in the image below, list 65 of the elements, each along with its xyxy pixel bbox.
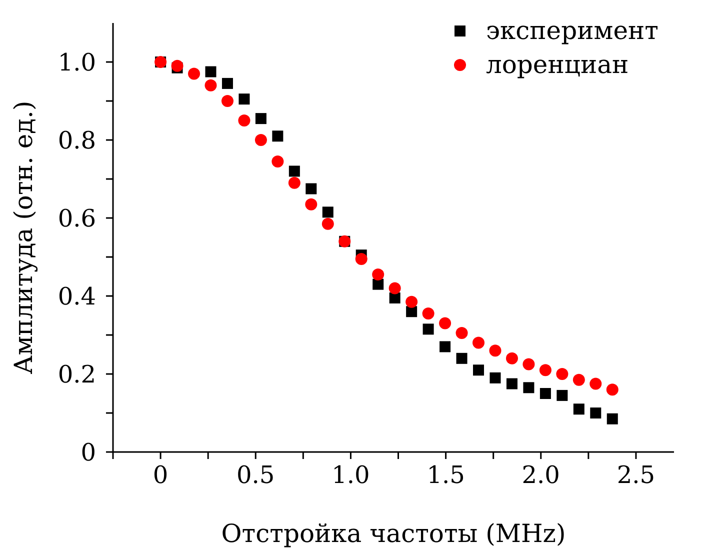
point <box>221 95 234 107</box>
point <box>406 296 418 308</box>
point <box>288 176 300 189</box>
y-tick-label: 1.0 <box>58 48 96 76</box>
point <box>255 113 266 124</box>
point <box>188 68 200 80</box>
x-axis-title: Отстройка частоты (MHz) <box>221 519 566 548</box>
legend-label: лоренциан <box>486 50 629 79</box>
y-tick-label: 0.6 <box>58 204 96 232</box>
point <box>523 382 534 394</box>
point <box>355 252 368 265</box>
point <box>506 378 518 390</box>
point <box>238 114 250 126</box>
y-tick-label: 0.4 <box>58 282 96 310</box>
legend-label: эксперимент <box>486 16 658 45</box>
point <box>222 78 233 89</box>
point <box>456 352 468 364</box>
point <box>590 378 602 390</box>
point <box>573 404 584 415</box>
point <box>489 344 502 357</box>
point <box>254 134 267 146</box>
point <box>372 278 384 290</box>
point <box>272 155 284 168</box>
point <box>306 183 317 194</box>
point <box>606 384 618 396</box>
point <box>456 327 468 340</box>
point <box>205 66 216 78</box>
point <box>322 206 334 218</box>
point <box>506 352 518 364</box>
x-tick-label: 2.5 <box>616 461 656 489</box>
text: 1.0 <box>332 461 370 489</box>
point <box>422 308 434 320</box>
point <box>440 341 451 352</box>
point <box>606 413 618 424</box>
point <box>388 282 401 294</box>
point <box>439 317 452 330</box>
point <box>572 374 585 386</box>
point <box>422 324 434 335</box>
x-tick-label: 0 <box>152 461 168 489</box>
point <box>322 218 334 230</box>
point <box>590 408 602 418</box>
point <box>238 94 250 105</box>
point <box>389 292 400 304</box>
y-tick-label: 0 <box>80 438 96 466</box>
y-axis-title: Амплитуда (отн. ед.) <box>8 100 38 374</box>
point <box>490 372 501 384</box>
text: 2.0 <box>522 461 560 489</box>
x-tick-label: 0.5 <box>236 461 275 489</box>
y-tick-label: 0.8 <box>58 126 96 154</box>
point <box>473 364 484 376</box>
point <box>272 130 284 142</box>
point <box>556 390 568 401</box>
point <box>171 60 184 72</box>
point <box>406 306 418 318</box>
y-tick-label: 0.2 <box>58 360 96 388</box>
point <box>204 79 217 92</box>
point <box>372 268 384 281</box>
point <box>288 166 300 177</box>
point <box>472 336 485 349</box>
x-tick-label: 1.5 <box>426 461 465 489</box>
point <box>522 358 535 370</box>
point <box>540 388 551 399</box>
point <box>556 368 568 380</box>
point <box>539 364 552 376</box>
point <box>305 198 318 210</box>
